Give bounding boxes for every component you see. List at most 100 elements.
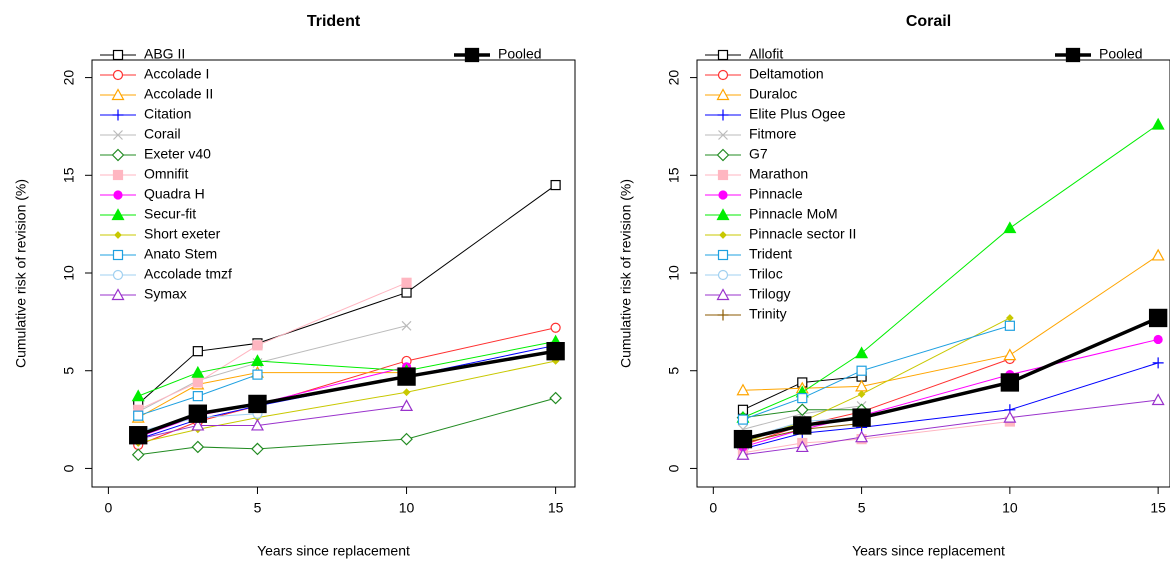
marker [397, 367, 416, 386]
marker [112, 169, 124, 181]
marker [1148, 308, 1168, 328]
marker [113, 190, 123, 200]
marker [733, 429, 753, 449]
legend-label: Marathon [749, 166, 808, 182]
x-tick-label: 15 [1150, 500, 1166, 516]
legend-label: Anato Stem [144, 246, 217, 262]
marker [192, 346, 203, 357]
legend-label: Trilogy [749, 286, 791, 302]
y-axis-label: Cumulative risk of revision (%) [13, 179, 29, 368]
marker [112, 249, 124, 261]
y-tick-label: 20 [61, 70, 77, 86]
marker [717, 49, 729, 61]
marker [192, 391, 203, 402]
marker [717, 69, 729, 81]
marker [1000, 373, 1020, 392]
marker [797, 392, 808, 404]
marker [1003, 410, 1017, 423]
marker [114, 231, 122, 239]
y-tick-label: 10 [61, 265, 77, 281]
series-line [138, 282, 407, 411]
legend-label: Symax [144, 286, 187, 302]
marker [188, 404, 208, 423]
marker [716, 288, 730, 301]
x-tick-label: 5 [254, 500, 262, 516]
marker [129, 426, 148, 445]
marker [131, 389, 145, 402]
marker [111, 88, 125, 101]
y-tick-label: 15 [666, 167, 682, 183]
marker [112, 269, 124, 281]
y-tick-label: 15 [61, 167, 77, 183]
marker [546, 342, 565, 361]
marker [716, 148, 730, 162]
x-tick-label: 5 [858, 500, 866, 516]
series-line [137, 372, 407, 419]
marker [718, 130, 728, 140]
series-line [742, 362, 1159, 450]
legend-label: Fitmore [749, 126, 797, 142]
legend-label: Pinnacle [749, 186, 803, 202]
marker [112, 49, 124, 61]
x-tick-label: 10 [1002, 500, 1018, 516]
chart-title: Trident [307, 13, 361, 30]
marker [112, 69, 124, 81]
legend-label: Exeter v40 [144, 146, 211, 162]
marker [400, 432, 413, 446]
marker [550, 322, 561, 333]
marker [1003, 221, 1017, 234]
marker [795, 403, 809, 417]
marker [1151, 393, 1165, 406]
marker [716, 88, 730, 101]
y-tick-label: 0 [61, 464, 77, 472]
marker [718, 190, 728, 200]
marker [719, 231, 727, 239]
x-tick-label: 0 [104, 500, 112, 516]
marker [250, 418, 264, 431]
legend-label: Citation [144, 106, 191, 122]
marker [111, 148, 125, 162]
marker [717, 109, 729, 121]
marker [857, 390, 866, 399]
legend-label: Pooled [498, 46, 542, 62]
marker [717, 269, 729, 281]
marker [717, 249, 729, 261]
series-line [137, 184, 556, 405]
marker [400, 399, 414, 411]
marker [736, 448, 750, 460]
legend-label: Quadra H [144, 186, 205, 202]
legend-label: G7 [749, 146, 768, 162]
marker [855, 430, 869, 443]
marker [402, 388, 411, 397]
series-line [742, 317, 1011, 444]
legend-label: Accolade tmzf [144, 266, 232, 282]
marker [1151, 117, 1165, 130]
legend-label: Pinnacle sector II [749, 226, 856, 242]
legend-label: Accolade II [144, 86, 213, 102]
marker [113, 130, 123, 140]
legend-label: Pooled [1099, 46, 1143, 62]
marker [401, 287, 412, 298]
legend-label: Short exeter [144, 226, 221, 242]
marker [1004, 320, 1015, 331]
marker [401, 277, 412, 288]
marker [251, 442, 264, 456]
marker [795, 440, 809, 453]
marker [248, 394, 267, 414]
legend-label: Trident [749, 246, 792, 262]
marker [852, 408, 871, 427]
x-axis-label: Years since replacement [257, 543, 410, 559]
y-tick-label: 5 [61, 367, 77, 375]
marker [716, 208, 730, 221]
marker [793, 416, 812, 435]
x-axis-label: Years since replacement [852, 543, 1005, 559]
marker [736, 383, 750, 396]
marker [1153, 334, 1163, 345]
legend-label: Allofit [749, 46, 783, 62]
marker [549, 391, 562, 405]
x-tick-label: 10 [399, 500, 415, 516]
series-line [742, 421, 1010, 454]
legend-label: Duraloc [749, 86, 797, 102]
legend-label: Omnifit [144, 166, 188, 182]
